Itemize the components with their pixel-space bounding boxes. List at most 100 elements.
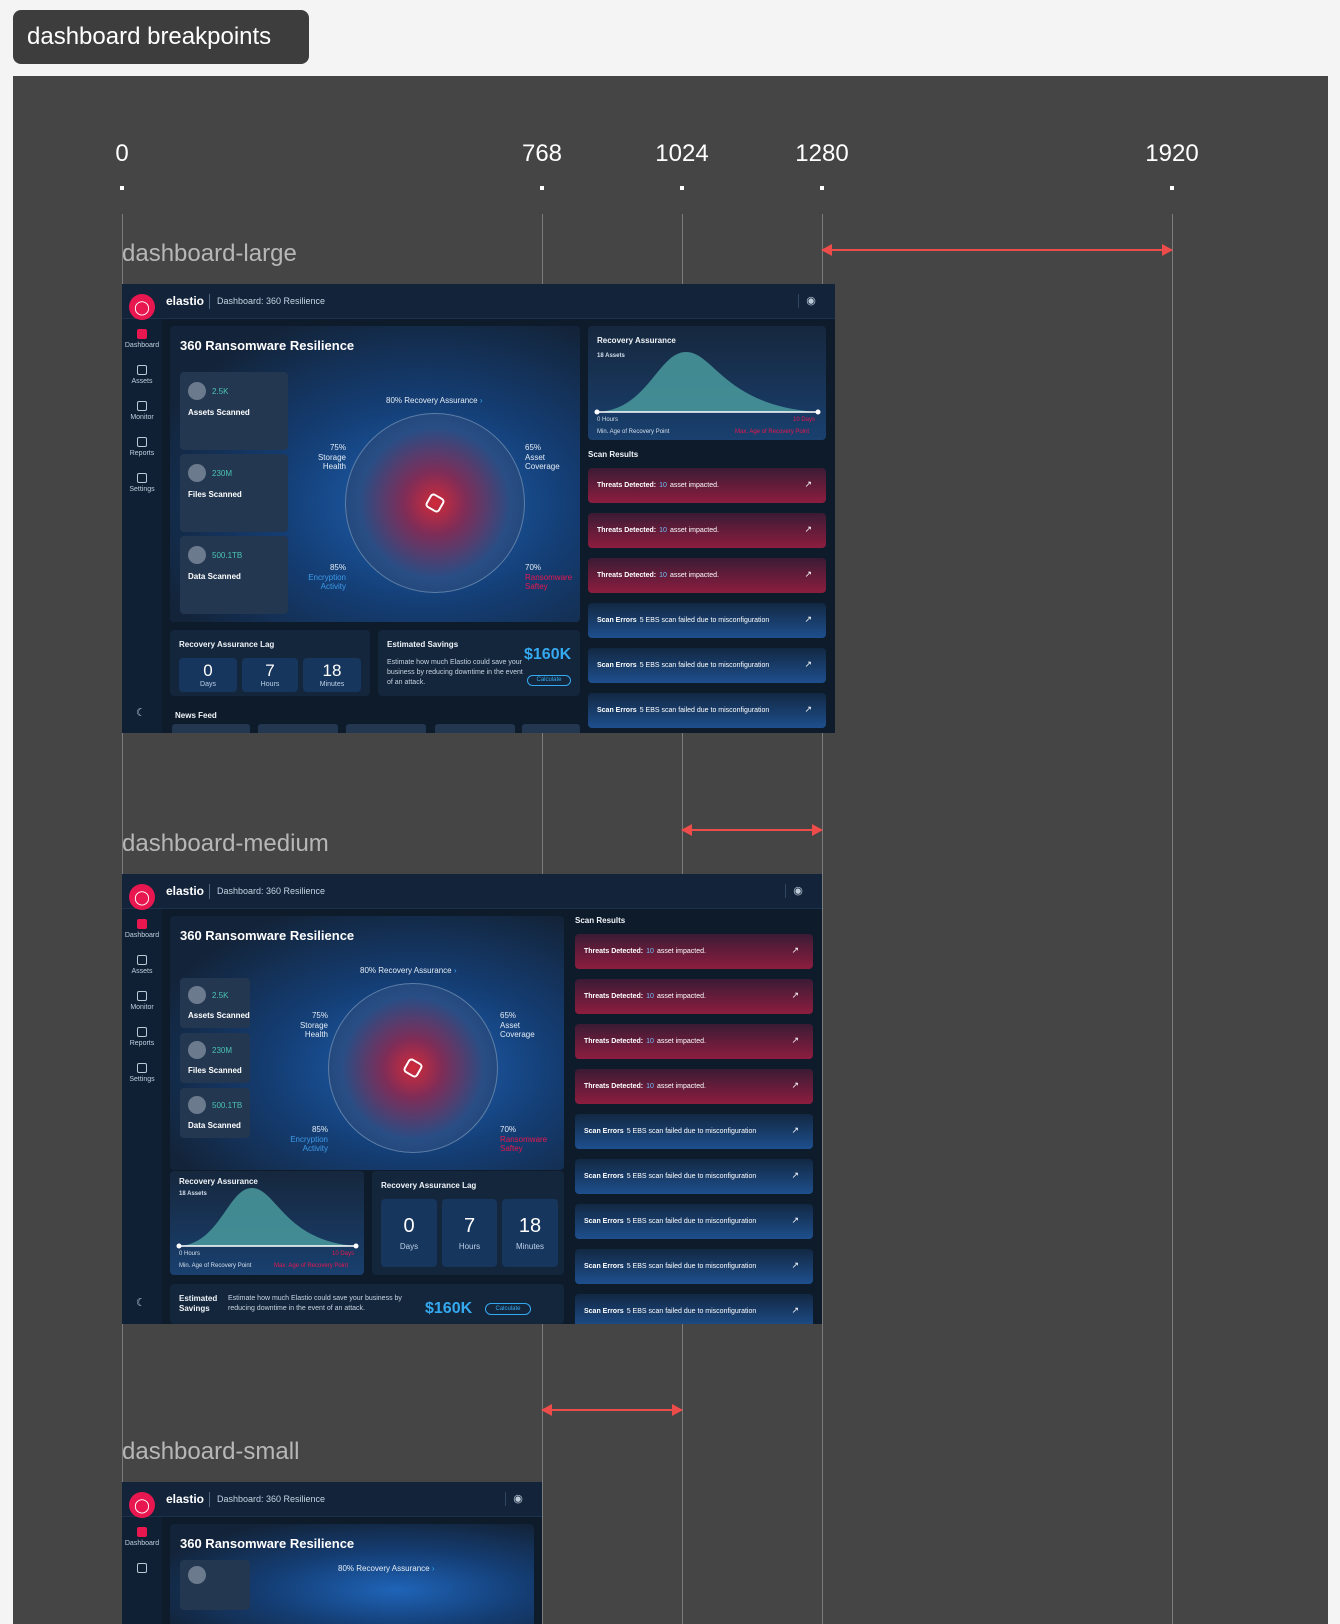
scan-result-error[interactable]: Scan Errors 5 EBS scan failed due to misc…: [588, 693, 826, 728]
news-card[interactable]: [258, 724, 338, 733]
breakpoint-label-0: 0: [115, 140, 129, 167]
monitor-icon: [137, 401, 147, 411]
lag-number: 18: [518, 1215, 542, 1237]
radar-text: Storage: [317, 452, 346, 462]
divider: [209, 294, 210, 309]
breadcrumb[interactable]: Dashboard: 360 Resilience: [217, 296, 326, 306]
radar-text: Health: [304, 1030, 328, 1040]
user-icon[interactable]: ◉: [806, 295, 816, 307]
result-label: Scan Errors: [584, 1218, 624, 1225]
news-card[interactable]: [172, 724, 250, 733]
stat-label: Assets Scanned: [188, 408, 250, 417]
scan-result-error[interactable]: Scan Errors 5 EBS scan failed due to misc…: [575, 1249, 813, 1284]
scan-result-threat[interactable]: Threats Detected: 10 asset impacted. ↗: [575, 934, 813, 969]
nav-item-dashboard[interactable]: Dashboard: [122, 1527, 162, 1547]
breadcrumb[interactable]: Dashboard: 360 Resilience: [217, 1494, 326, 1504]
chevron-right-icon: ›: [453, 966, 457, 975]
scan-result-error[interactable]: Scan Errors 5 EBS scan failed due to misc…: [588, 648, 826, 683]
nav-label: Dashboard: [124, 342, 160, 349]
assets-icon: [137, 365, 147, 375]
scan-result-threat[interactable]: Threats Detected: 10 asset impacted. ↗: [575, 1069, 813, 1104]
radar-value: 75%: [329, 443, 346, 452]
assets-icon: [137, 955, 147, 965]
curve-area: [597, 352, 818, 412]
dashboard-icon: [137, 919, 147, 929]
dark-mode-toggle-icon[interactable]: ☾: [136, 1297, 146, 1309]
result-count: 10: [659, 482, 667, 489]
distribution-curve: [594, 352, 821, 415]
breakpoint-marker: [1170, 186, 1174, 190]
open-arrow-icon: ↗: [804, 614, 812, 624]
result-label: Threats Detected:: [584, 1038, 644, 1045]
lag-unit: Minutes: [515, 1242, 544, 1251]
scan-result-error[interactable]: Scan Errors 5 EBS scan failed due to misc…: [575, 1294, 813, 1324]
news-feed-title: News Feed: [175, 711, 217, 720]
recovery-assurance-text: 80% Recovery Assurance: [338, 1564, 430, 1573]
nav-label: Monitor: [130, 1004, 154, 1011]
server-icon: [188, 1566, 206, 1584]
top-bar: elastio Dashboard: 360 Resilience ◉: [122, 284, 835, 319]
nav-item-dashboard[interactable]: Dashboard: [122, 329, 162, 349]
nav-item-assets[interactable]: Assets: [122, 365, 162, 385]
dark-mode-toggle-icon[interactable]: ☾: [136, 707, 146, 719]
stat-card-files: 230M Files Scanned: [180, 1033, 250, 1083]
recovery-assurance-link[interactable]: 80% Recovery Assurance ›: [360, 966, 457, 976]
news-card[interactable]: [435, 724, 515, 733]
nav-label: Settings: [129, 1076, 155, 1083]
nav-item-dashboard[interactable]: Dashboard: [122, 919, 162, 939]
reports-icon: [137, 437, 147, 447]
scan-result-threat[interactable]: Threats Detected: 10 asset impacted. ↗: [575, 1024, 813, 1059]
news-card[interactable]: [522, 724, 580, 733]
scan-result-threat[interactable]: Threats Detected: 10 asset impacted. ↗: [588, 513, 826, 548]
user-icon[interactable]: ◉: [793, 885, 803, 897]
stat-label: Files Scanned: [188, 490, 242, 499]
scan-result-threat[interactable]: Threats Detected: 10 asset impacted. ↗: [575, 979, 813, 1014]
recovery-assurance-chart: Recovery Assurance 18 Assets 0 Hours 10 …: [588, 326, 826, 440]
nav-item-settings[interactable]: Settings: [122, 1063, 162, 1083]
nav-item-monitor[interactable]: Monitor: [122, 401, 162, 421]
calculate-button[interactable]: Calculate: [527, 675, 571, 686]
radar-label-storage: 75% Storage Health: [292, 1011, 328, 1040]
nav-item-monitor[interactable]: Monitor: [122, 991, 162, 1011]
lag-number: 7: [265, 661, 275, 680]
divider: [785, 884, 786, 898]
user-icon[interactable]: ◉: [513, 1493, 523, 1505]
scan-result-error[interactable]: Scan Errors 5 EBS scan failed due to misc…: [575, 1159, 813, 1194]
stat-value: 230M: [212, 1046, 233, 1055]
recovery-assurance-link[interactable]: 80% Recovery Assurance ›: [386, 396, 483, 406]
recovery-assurance-link[interactable]: 80% Recovery Assurance ›: [338, 1564, 435, 1574]
radar-label-asset: 65% Asset Coverage: [500, 1011, 535, 1040]
nav-item-settings[interactable]: Settings: [122, 473, 162, 493]
stat-value: 2.5K: [212, 991, 229, 1000]
stat-card-assets: 2.5K Assets Scanned: [180, 372, 288, 450]
brand-name: elastio: [166, 294, 205, 308]
nav-label: Assets: [131, 378, 153, 385]
news-card[interactable]: [346, 724, 426, 733]
axis-end-marker: [353, 1243, 359, 1249]
brand-name: elastio: [166, 1492, 205, 1506]
lag-days: 0 Days: [381, 1199, 437, 1267]
scan-result-error[interactable]: Scan Errors 5 EBS scan failed due to misc…: [575, 1114, 813, 1149]
scan-result-threat[interactable]: Threats Detected: 10 asset impacted. ↗: [588, 468, 826, 503]
savings-panel: Estimated Savings Estimate how much Elas…: [378, 630, 580, 696]
radar-label-ransomware: 70% Ransomware Saftey: [525, 563, 572, 592]
nav-item-assets[interactable]: [122, 1563, 162, 1576]
nav-item-reports[interactable]: Reports: [122, 437, 162, 457]
recovery-assurance-text: 80% Recovery Assurance: [360, 966, 452, 975]
open-arrow-icon: ↗: [791, 945, 799, 955]
scan-result-threat[interactable]: Threats Detected: 10 asset impacted. ↗: [588, 558, 826, 593]
calculate-button[interactable]: Calculate: [485, 1303, 531, 1315]
resilience-title: 360 Ransomware Resilience: [180, 338, 355, 353]
server-icon: [188, 382, 206, 400]
page-title: dashboard breakpoints: [13, 10, 309, 64]
breadcrumb[interactable]: Dashboard: 360 Resilience: [217, 886, 326, 896]
radar-value: 85%: [311, 1125, 328, 1134]
scan-result-error[interactable]: Scan Errors 5 EBS scan failed due to misc…: [588, 603, 826, 638]
scan-result-error[interactable]: Scan Errors 5 EBS scan failed due to misc…: [575, 1204, 813, 1239]
nav-item-reports[interactable]: Reports: [122, 1027, 162, 1047]
monitor-icon: [137, 991, 147, 1001]
sidebar: Dashboard Assets Monitor Reports Setting…: [122, 319, 162, 733]
open-arrow-icon: ↗: [804, 479, 812, 489]
open-arrow-icon: ↗: [791, 1215, 799, 1225]
nav-item-assets[interactable]: Assets: [122, 955, 162, 975]
